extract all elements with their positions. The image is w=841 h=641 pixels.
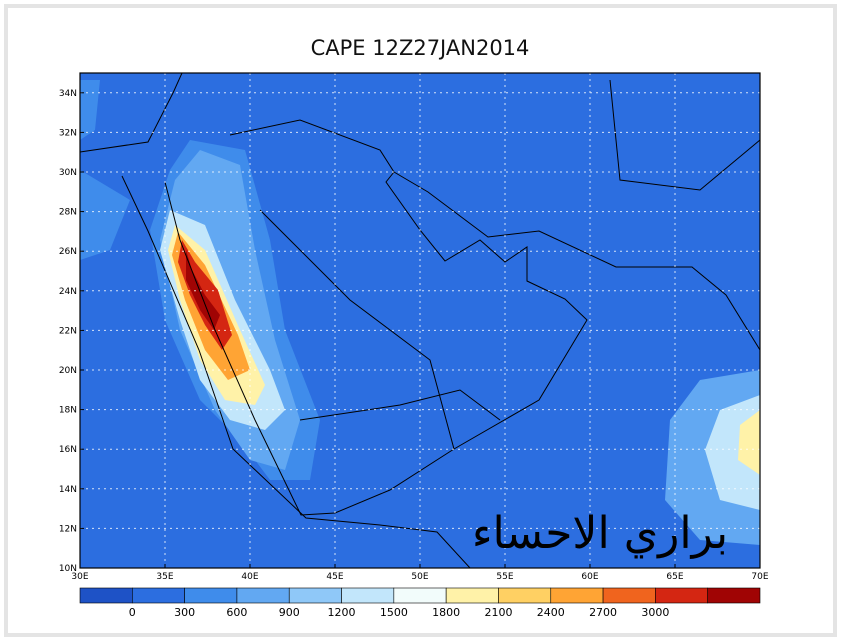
lat-label: 18N (59, 406, 77, 416)
coastline (80, 73, 183, 153)
lat-label: 10N (59, 564, 77, 574)
lon-label: 35E (156, 572, 173, 582)
colorbar-label: 2100 (484, 606, 512, 619)
map-title: CAPE 12Z27JAN2014 (311, 36, 530, 60)
lon-label: 50E (411, 572, 428, 582)
colorbar-swatch (707, 587, 761, 604)
lat-label: 34N (59, 89, 77, 99)
lat-label: 12N (59, 524, 77, 534)
cape-field (80, 73, 760, 568)
lon-label: 45E (326, 572, 343, 582)
cape-patch (80, 80, 130, 260)
lon-label: 65E (666, 572, 683, 582)
colorbar-label: 3000 (641, 606, 669, 619)
graticule (80, 73, 760, 568)
lon-label: 60E (581, 572, 598, 582)
colorbar-label: 600 (226, 606, 247, 619)
border-line (229, 79, 760, 450)
colorbar-label: 300 (174, 606, 195, 619)
colorbar-label: 1800 (432, 606, 460, 619)
colorbar-swatch (498, 587, 552, 604)
lat-label: 20N (59, 366, 77, 376)
colorbar-swatch (79, 587, 133, 604)
lat-label: 24N (59, 287, 77, 297)
lon-label: 30E (71, 572, 88, 582)
colorbar-swatch (602, 587, 656, 604)
colorbar-label: 0 (129, 606, 136, 619)
coastline (393, 171, 760, 351)
watermark: براري الاحساء (472, 508, 728, 559)
lat-label: 14N (59, 485, 77, 495)
colorbar-swatch (393, 587, 447, 604)
colorbar-swatch (288, 587, 342, 604)
colorbar-label: 2400 (537, 606, 565, 619)
lat-label: 30N (59, 168, 77, 178)
colorbar-swatch (184, 587, 238, 604)
lat-label: 16N (59, 445, 77, 455)
coastline (164, 171, 588, 516)
colorbar-swatch (236, 587, 290, 604)
colorbar-swatch (445, 587, 499, 604)
colorbar-swatch (550, 587, 604, 604)
coastlines (80, 73, 760, 568)
colorbar: 0 300 600 900 1200 1500 1800 2100 2400 2700 3000 (79, 587, 761, 619)
colorbar-swatch (132, 587, 185, 604)
lon-label: 55E (496, 572, 513, 582)
colorbar-swatch (341, 587, 395, 604)
lat-label: 32N (59, 128, 77, 138)
colorbar-label: 2700 (589, 606, 617, 619)
colorbar-label: 1200 (328, 606, 356, 619)
lat-label: 28N (59, 208, 77, 218)
lat-label: 22N (59, 326, 77, 336)
lon-label: 70E (751, 572, 768, 582)
cape-patch (186, 250, 220, 330)
colorbar-label: 900 (279, 606, 300, 619)
lon-label: 40E (241, 572, 258, 582)
colorbar-swatch (655, 587, 708, 604)
colorbar-label: 1500 (380, 606, 408, 619)
cape-patch (738, 410, 760, 475)
coastline (121, 175, 471, 568)
lat-label: 26N (59, 247, 77, 257)
